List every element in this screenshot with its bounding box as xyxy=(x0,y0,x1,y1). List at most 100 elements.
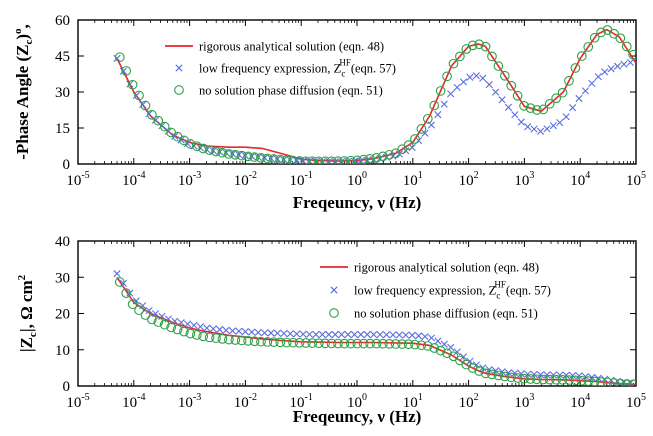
series-x xyxy=(113,54,634,164)
data-point xyxy=(185,328,196,339)
data-point xyxy=(589,32,600,43)
data-point xyxy=(410,134,420,144)
data-point xyxy=(569,104,577,112)
data-point xyxy=(397,339,407,349)
data-point xyxy=(453,348,461,356)
x-axis-label: Freqeuncy, ν (Hz) xyxy=(293,193,422,212)
legend-marker-swatch xyxy=(174,85,184,95)
plot-frame xyxy=(77,240,637,387)
data-point xyxy=(288,337,298,348)
legend-label: no solution phase diffusion (eqn. 51) xyxy=(199,84,383,98)
data-point xyxy=(243,151,253,162)
data-point xyxy=(114,277,125,287)
legend-item: rigorous analytical solution (eqn. 48) xyxy=(320,261,539,275)
data-point xyxy=(113,270,121,278)
data-point xyxy=(305,330,314,338)
data-point xyxy=(241,328,249,336)
data-point xyxy=(435,345,446,356)
y-tick-label: 40 xyxy=(55,234,70,250)
series-x xyxy=(113,270,634,386)
data-point xyxy=(564,75,574,86)
data-point xyxy=(217,147,228,158)
data-point xyxy=(493,61,504,71)
data-point xyxy=(422,341,433,351)
legend-item: no solution phase diffusion (eqn. 51) xyxy=(174,84,383,98)
data-point xyxy=(525,103,536,113)
data-point xyxy=(262,337,273,347)
data-point xyxy=(422,113,433,124)
data-point xyxy=(357,330,365,339)
data-point xyxy=(313,156,324,164)
data-point xyxy=(331,158,339,164)
data-point xyxy=(159,121,170,132)
data-point xyxy=(455,51,465,62)
data-point xyxy=(139,101,147,109)
data-point xyxy=(487,51,497,62)
data-point xyxy=(487,369,497,380)
data-point xyxy=(241,152,249,160)
data-point xyxy=(190,321,198,329)
data-point xyxy=(171,132,179,140)
data-point xyxy=(275,154,286,164)
data-point xyxy=(543,125,551,133)
data-point xyxy=(224,149,234,159)
data-point xyxy=(512,90,523,101)
data-point xyxy=(345,338,356,349)
data-point xyxy=(203,146,211,154)
data-point xyxy=(243,336,253,346)
data-point xyxy=(235,327,243,335)
data-point xyxy=(562,113,570,121)
data-point xyxy=(216,148,224,156)
data-point xyxy=(365,154,375,164)
data-point xyxy=(621,379,632,386)
data-point xyxy=(325,158,333,164)
data-point xyxy=(621,41,632,52)
data-point xyxy=(140,100,151,111)
data-point xyxy=(378,338,388,349)
data-point xyxy=(485,80,493,89)
data-point xyxy=(596,377,606,386)
legend-label: no solution phase diffusion (eqn. 51) xyxy=(354,307,538,321)
data-point xyxy=(294,156,305,164)
data-point xyxy=(267,329,275,337)
data-point xyxy=(261,154,269,162)
data-point xyxy=(338,157,346,164)
data-point xyxy=(158,122,166,130)
data-point xyxy=(267,154,275,162)
data-point xyxy=(312,157,320,164)
data-point xyxy=(333,338,343,349)
data-point xyxy=(447,90,455,98)
data-point xyxy=(506,372,517,383)
data-point xyxy=(126,289,134,297)
data-point xyxy=(249,152,260,162)
data-point xyxy=(459,78,468,86)
data-point xyxy=(184,320,192,328)
data-point xyxy=(551,374,561,385)
data-point xyxy=(511,111,519,119)
data-point xyxy=(556,371,564,379)
data-point xyxy=(492,367,500,375)
data-point xyxy=(588,373,596,381)
data-point xyxy=(628,379,636,386)
x-tick-label: 10-2 xyxy=(234,170,257,189)
data-point xyxy=(281,155,292,164)
data-point xyxy=(204,145,215,156)
data-point xyxy=(524,123,532,131)
x-tick-label: 10-4 xyxy=(122,392,145,411)
x-tick-label: 10-1 xyxy=(290,170,313,189)
phase-angle-panel: 10-5 10-4 10-3 10-2 10-1 100 101 102 103 104 105 0 1… xyxy=(12,13,646,212)
data-point xyxy=(504,369,513,377)
data-point xyxy=(594,73,602,81)
data-point xyxy=(557,374,568,385)
data-point xyxy=(370,330,378,339)
data-point xyxy=(153,317,164,327)
impedance-magnitude-panel: 10-5 10-4 10-3 10-2 10-1 100 101 102 103 104 105 0 1… xyxy=(16,234,646,426)
data-point xyxy=(126,80,134,88)
data-point xyxy=(248,152,256,160)
data-point xyxy=(519,373,529,384)
y-tick-label: 0 xyxy=(63,157,71,173)
data-point xyxy=(549,371,557,379)
data-point xyxy=(318,158,326,164)
data-point xyxy=(427,334,436,342)
x-tick-label: 101 xyxy=(403,170,423,189)
